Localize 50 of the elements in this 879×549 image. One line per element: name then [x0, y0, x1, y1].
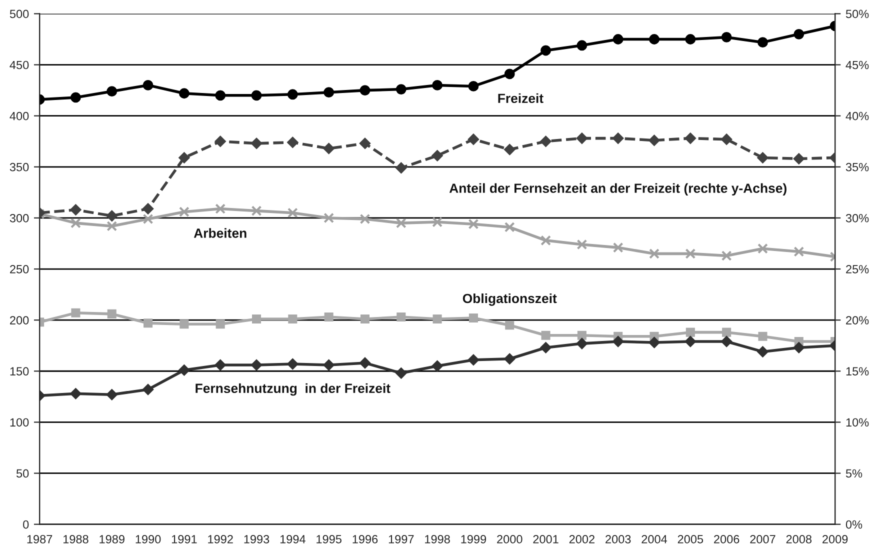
x-tick-label: 1989: [100, 535, 124, 544]
x-tick-label: 2009: [822, 535, 848, 544]
x-tick-label: 1997: [388, 535, 414, 544]
x-tick-label: 2007: [750, 535, 776, 544]
x-tick-label: 1994: [280, 535, 306, 544]
y2-tick-label: 15%: [846, 367, 869, 376]
x-tick-label: 2005: [678, 535, 704, 544]
x-tick-label: 1993: [244, 535, 270, 544]
x-tick-label: 1991: [172, 535, 197, 544]
x-tick-label: 2006: [714, 535, 740, 544]
y2-tick-label: 40%: [846, 112, 869, 120]
x-tick-label: 1988: [63, 535, 88, 544]
x-tick-label: 1995: [316, 535, 342, 544]
x-tick-label: 2001: [533, 535, 558, 544]
y2-tick-label: 10%: [846, 418, 869, 427]
y2-tick-label: 0%: [846, 520, 862, 529]
y-tick-label: 200: [10, 316, 29, 324]
series-label: Anteil der Fernsehzeit an der Freizeit (rechte y-Achse): [449, 183, 786, 196]
y2-tick-label: 5%: [846, 469, 862, 478]
y2-tick-label: 35%: [846, 162, 869, 172]
series-label: Freizeit: [498, 93, 544, 104]
y-tick-label: 350: [10, 162, 29, 172]
y-tick-label: 300: [10, 214, 29, 222]
y-tick-label: 250: [10, 265, 29, 274]
y2-tick-label: 45%: [846, 60, 869, 70]
x-tick-label: 1992: [208, 535, 233, 544]
x-tick-label: 1996: [352, 535, 378, 544]
y-tick-label: 150: [10, 367, 29, 376]
x-tick-label: 2008: [786, 535, 812, 544]
x-tick-label: 2003: [606, 535, 631, 544]
x-tick-label: 1987: [27, 535, 52, 544]
y2-tick-label: 50%: [846, 10, 869, 18]
x-tick-label: 2000: [497, 535, 522, 544]
y2-tick-label: 20%: [846, 316, 869, 324]
x-tick-label: 1990: [136, 535, 161, 544]
y-tick-label: 0: [23, 520, 29, 529]
x-tick-label: 2002: [569, 535, 594, 544]
series-label: Obligationszeit: [462, 293, 557, 306]
y-tick-label: 50: [16, 469, 29, 478]
y2-tick-label: 25%: [846, 265, 869, 274]
y-tick-label: 500: [10, 10, 29, 18]
x-tick-label: 2004: [642, 535, 668, 544]
series-label: Arbeiten: [194, 228, 246, 238]
y2-tick-label: 30%: [846, 214, 869, 222]
y-tick-label: 100: [10, 418, 29, 427]
x-tick-label: 1999: [461, 535, 486, 544]
series-label: Fernsehnutzung in der Freizeit: [196, 383, 390, 396]
x-tick-label: 1998: [425, 535, 450, 544]
y-tick-label: 450: [10, 60, 29, 70]
y-tick-label: 400: [10, 112, 29, 120]
